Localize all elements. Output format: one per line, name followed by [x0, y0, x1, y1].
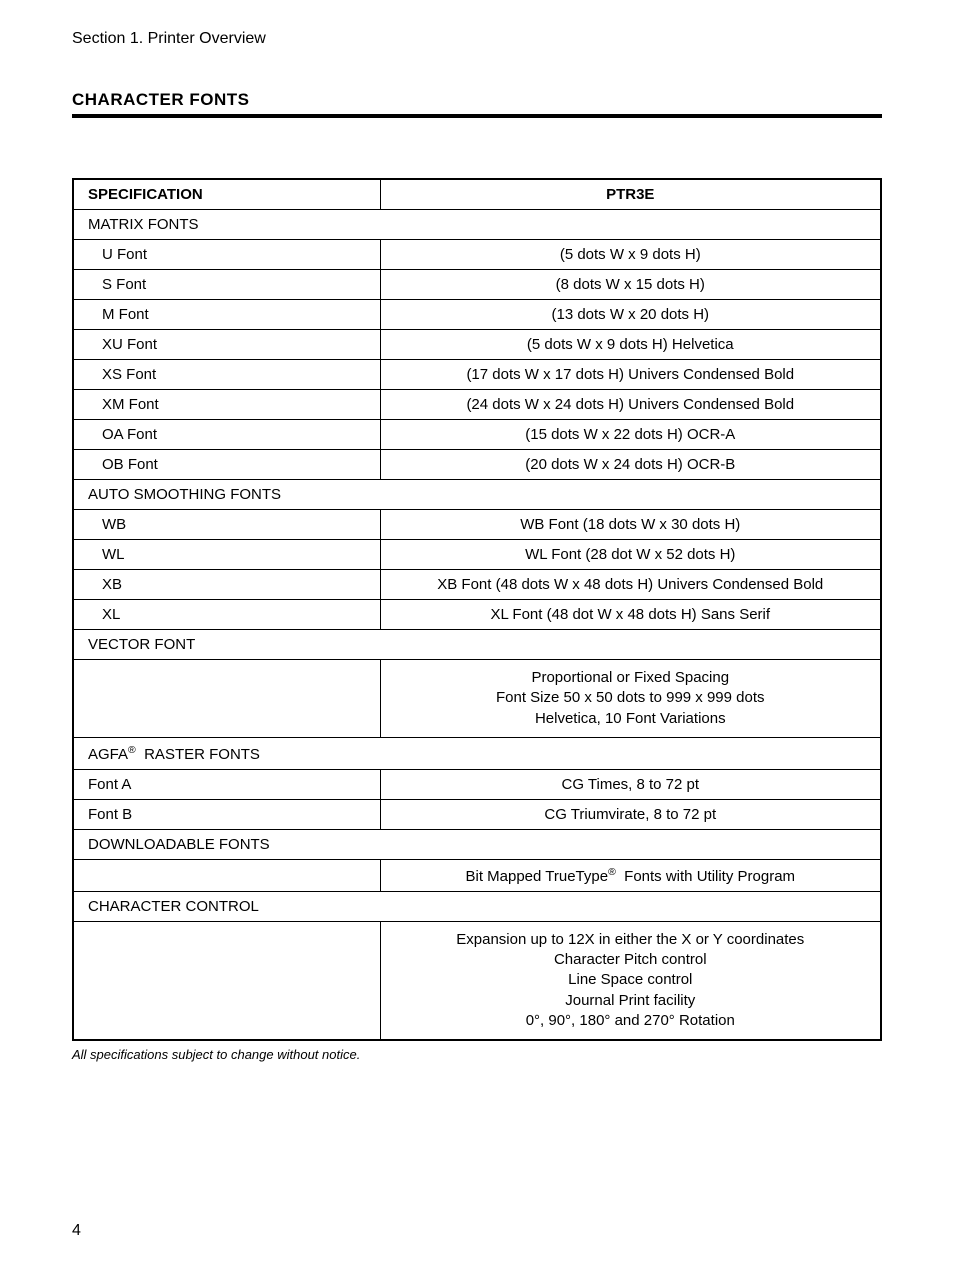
- spec-cell: XS Font: [73, 360, 380, 390]
- spec-cell: OA Font: [73, 420, 380, 450]
- footnote: All specifications subject to change wit…: [72, 1047, 882, 1062]
- spec-cell: XL: [73, 600, 380, 630]
- table-row: MATRIX FONTS: [73, 210, 881, 240]
- value-cell: Proportional or Fixed SpacingFont Size 5…: [380, 660, 881, 738]
- value-cell: Bit Mapped TrueType® Fonts with Utility …: [380, 859, 881, 891]
- section-label: VECTOR FONT: [73, 630, 881, 660]
- value-cell: (5 dots W x 9 dots H): [380, 240, 881, 270]
- table-row: XM Font(24 dots W x 24 dots H) Univers C…: [73, 390, 881, 420]
- table-row: Expansion up to 12X in either the X or Y…: [73, 921, 881, 1040]
- value-cell: (17 dots W x 17 dots H) Univers Condense…: [380, 360, 881, 390]
- table-row: DOWNLOADABLE FONTS: [73, 829, 881, 859]
- value-cell: (8 dots W x 15 dots H): [380, 270, 881, 300]
- page-number: 4: [72, 1222, 882, 1240]
- table-row: M Font(13 dots W x 20 dots H): [73, 300, 881, 330]
- table-row: OA Font(15 dots W x 22 dots H) OCR-A: [73, 420, 881, 450]
- section-label: MATRIX FONTS: [73, 210, 881, 240]
- table-row: XBXB Font (48 dots W x 48 dots H) Univer…: [73, 570, 881, 600]
- table-row: XU Font(5 dots W x 9 dots H) Helvetica: [73, 330, 881, 360]
- table-row: AUTO SMOOTHING FONTS: [73, 480, 881, 510]
- col-header-spec: SPECIFICATION: [73, 179, 380, 210]
- section-label: CHARACTER CONTROL: [73, 891, 881, 921]
- spec-cell: XB: [73, 570, 380, 600]
- table-row: U Font(5 dots W x 9 dots H): [73, 240, 881, 270]
- value-cell: WL Font (28 dot W x 52 dots H): [380, 540, 881, 570]
- table-row: WBWB Font (18 dots W x 30 dots H): [73, 510, 881, 540]
- value-cell: (5 dots W x 9 dots H) Helvetica: [380, 330, 881, 360]
- value-cell: CG Triumvirate, 8 to 72 pt: [380, 799, 881, 829]
- page-title: CHARACTER FONTS: [72, 90, 882, 110]
- spec-cell: XM Font: [73, 390, 380, 420]
- table-row: XS Font(17 dots W x 17 dots H) Univers C…: [73, 360, 881, 390]
- value-cell: XL Font (48 dot W x 48 dots H) Sans Seri…: [380, 600, 881, 630]
- spec-cell: M Font: [73, 300, 380, 330]
- spec-table: SPECIFICATION PTR3E MATRIX FONTSU Font(5…: [72, 178, 882, 1041]
- table-row: XLXL Font (48 dot W x 48 dots H) Sans Se…: [73, 600, 881, 630]
- value-cell: XB Font (48 dots W x 48 dots H) Univers …: [380, 570, 881, 600]
- value-cell: (20 dots W x 24 dots H) OCR-B: [380, 450, 881, 480]
- value-cell: CG Times, 8 to 72 pt: [380, 769, 881, 799]
- spec-cell: OB Font: [73, 450, 380, 480]
- table-row: S Font(8 dots W x 15 dots H): [73, 270, 881, 300]
- section-label: AGFA® RASTER FONTS: [73, 737, 881, 769]
- spec-cell: [73, 859, 380, 891]
- table-row: Font ACG Times, 8 to 72 pt: [73, 769, 881, 799]
- table-row: Font BCG Triumvirate, 8 to 72 pt: [73, 799, 881, 829]
- table-row: CHARACTER CONTROL: [73, 891, 881, 921]
- table-row: VECTOR FONT: [73, 630, 881, 660]
- spec-cell: [73, 660, 380, 738]
- title-rule: [72, 114, 882, 118]
- table-row: AGFA® RASTER FONTS: [73, 737, 881, 769]
- spec-cell: Font B: [73, 799, 380, 829]
- value-cell: Expansion up to 12X in either the X or Y…: [380, 921, 881, 1040]
- col-header-val: PTR3E: [380, 179, 881, 210]
- value-cell: (24 dots W x 24 dots H) Univers Condense…: [380, 390, 881, 420]
- section-label: AUTO SMOOTHING FONTS: [73, 480, 881, 510]
- spec-cell: WL: [73, 540, 380, 570]
- section-label: DOWNLOADABLE FONTS: [73, 829, 881, 859]
- table-row: Bit Mapped TrueType® Fonts with Utility …: [73, 859, 881, 891]
- spec-cell: U Font: [73, 240, 380, 270]
- value-cell: (13 dots W x 20 dots H): [380, 300, 881, 330]
- spec-cell: Font A: [73, 769, 380, 799]
- value-cell: (15 dots W x 22 dots H) OCR-A: [380, 420, 881, 450]
- section-header: Section 1. Printer Overview: [72, 30, 882, 48]
- spec-cell: S Font: [73, 270, 380, 300]
- spec-cell: XU Font: [73, 330, 380, 360]
- spec-cell: [73, 921, 380, 1040]
- table-row: Proportional or Fixed SpacingFont Size 5…: [73, 660, 881, 738]
- table-row: WLWL Font (28 dot W x 52 dots H): [73, 540, 881, 570]
- spec-cell: WB: [73, 510, 380, 540]
- value-cell: WB Font (18 dots W x 30 dots H): [380, 510, 881, 540]
- table-row: OB Font(20 dots W x 24 dots H) OCR-B: [73, 450, 881, 480]
